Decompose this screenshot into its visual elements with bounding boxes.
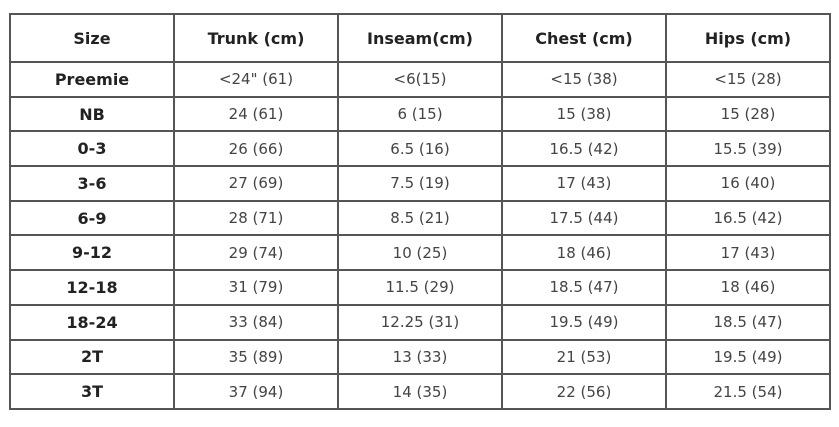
- measurement-cell: 18 (46): [501, 234, 667, 272]
- measurement-cell: <15 (28): [665, 61, 831, 98]
- size-cell: 6-9: [9, 199, 175, 237]
- column-header: Chest (cm): [501, 13, 667, 63]
- column-header: Hips (cm): [665, 13, 831, 63]
- measurement-cell: 16.5 (42): [501, 130, 667, 168]
- measurement-cell: 19.5 (49): [665, 338, 831, 376]
- measurement-cell: 10 (25): [337, 234, 503, 272]
- measurement-cell: 17.5 (44): [501, 199, 667, 237]
- measurement-cell: 16 (40): [665, 165, 831, 202]
- column-header: Trunk (cm): [173, 13, 339, 63]
- measurement-cell: 15 (38): [501, 95, 667, 133]
- measurement-cell: 28 (71): [173, 199, 339, 237]
- table-row: 12-18 31 (79) 11.5 (29) 18.5 (47) 18 (46): [9, 269, 831, 306]
- measurement-cell: 18 (46): [665, 269, 831, 306]
- size-chart-table: Size Trunk (cm) Inseam(cm) Chest (cm) Hips (…: [9, 13, 831, 410]
- measurement-cell: 21 (53): [501, 338, 667, 376]
- measurement-cell: 37 (94): [173, 373, 339, 410]
- measurement-cell: <6(15): [337, 61, 503, 98]
- measurement-cell: 15 (28): [665, 95, 831, 133]
- measurement-cell: 14 (35): [337, 373, 503, 410]
- measurement-cell: 11.5 (29): [337, 269, 503, 306]
- size-cell: 3-6: [9, 165, 175, 202]
- measurement-cell: <24" (61): [173, 61, 339, 98]
- measurement-cell: 21.5 (54): [665, 373, 831, 410]
- measurement-cell: 22 (56): [501, 373, 667, 410]
- size-cell: 0-3: [9, 130, 175, 168]
- measurement-cell: 24 (61): [173, 95, 339, 133]
- measurement-cell: 35 (89): [173, 338, 339, 376]
- measurement-cell: 17 (43): [665, 234, 831, 272]
- table-row: NB 24 (61) 6 (15) 15 (38) 15 (28): [9, 95, 831, 133]
- table-row: 9-12 29 (74) 10 (25) 18 (46) 17 (43): [9, 234, 831, 272]
- measurement-cell: 19.5 (49): [501, 303, 667, 341]
- size-cell: 18-24: [9, 303, 175, 341]
- measurement-cell: 15.5 (39): [665, 130, 831, 168]
- column-header: Inseam(cm): [337, 13, 503, 63]
- table-row: 0-3 26 (66) 6.5 (16) 16.5 (42) 15.5 (39): [9, 130, 831, 168]
- measurement-cell: 13 (33): [337, 338, 503, 376]
- table-row: 2T 35 (89) 13 (33) 21 (53) 19.5 (49): [9, 338, 831, 376]
- measurement-cell: 18.5 (47): [665, 303, 831, 341]
- measurement-cell: 16.5 (42): [665, 199, 831, 237]
- measurement-cell: 8.5 (21): [337, 199, 503, 237]
- measurement-cell: 7.5 (19): [337, 165, 503, 202]
- table-row: 6-9 28 (71) 8.5 (21) 17.5 (44) 16.5 (42): [9, 199, 831, 237]
- table-row: 18-24 33 (84) 12.25 (31) 19.5 (49) 18.5 (47): [9, 303, 831, 341]
- measurement-cell: 17 (43): [501, 165, 667, 202]
- measurement-cell: 18.5 (47): [501, 269, 667, 306]
- measurement-cell: 6.5 (16): [337, 130, 503, 168]
- size-cell: 12-18: [9, 269, 175, 306]
- size-cell: 3T: [9, 373, 175, 410]
- measurement-cell: 33 (84): [173, 303, 339, 341]
- measurement-cell: 29 (74): [173, 234, 339, 272]
- measurement-cell: 6 (15): [337, 95, 503, 133]
- table-row: 3-6 27 (69) 7.5 (19) 17 (43) 16 (40): [9, 165, 831, 202]
- measurement-cell: 26 (66): [173, 130, 339, 168]
- header-row: Size Trunk (cm) Inseam(cm) Chest (cm) Hips (…: [9, 13, 831, 63]
- table-row: 3T 37 (94) 14 (35) 22 (56) 21.5 (54): [9, 373, 831, 410]
- column-header: Size: [9, 13, 175, 63]
- size-cell: 9-12: [9, 234, 175, 272]
- size-cell: Preemie: [9, 61, 175, 98]
- measurement-cell: <15 (38): [501, 61, 667, 98]
- measurement-cell: 27 (69): [173, 165, 339, 202]
- table-row: Preemie <24" (61) <6(15) <15 (38) <15 (28): [9, 61, 831, 98]
- measurement-cell: 31 (79): [173, 269, 339, 306]
- measurement-cell: 12.25 (31): [337, 303, 503, 341]
- size-cell: 2T: [9, 338, 175, 376]
- size-cell: NB: [9, 95, 175, 133]
